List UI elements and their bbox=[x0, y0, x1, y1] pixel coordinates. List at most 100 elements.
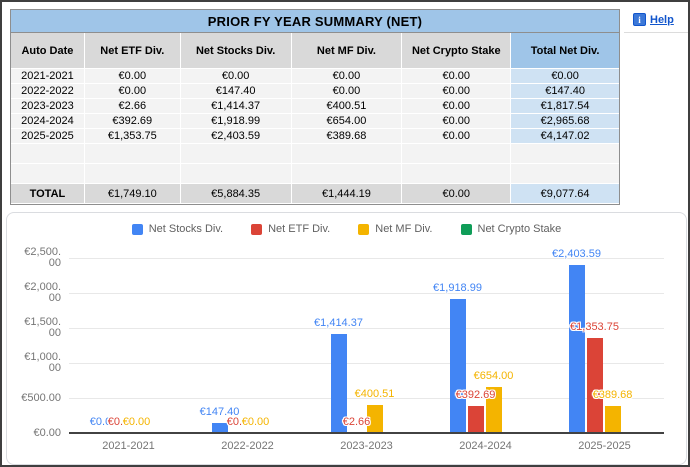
legend-swatch-icon bbox=[131, 223, 143, 235]
x-axis-tick-label: 2024-2024 bbox=[459, 440, 512, 452]
table-cell[interactable] bbox=[511, 144, 619, 164]
table-cell[interactable]: €0.00 bbox=[291, 84, 403, 99]
legend-label: Net ETF Div. bbox=[268, 223, 331, 235]
empty-row bbox=[11, 144, 619, 164]
legend-swatch-icon bbox=[251, 223, 263, 235]
table-cell[interactable]: 2023-2023 bbox=[11, 99, 85, 114]
table-cell[interactable]: TOTAL bbox=[11, 184, 85, 204]
column-header[interactable]: Net Crypto Stake bbox=[402, 33, 512, 69]
table-cell[interactable]: €147.40 bbox=[180, 84, 292, 99]
table-cell[interactable]: €0.00 bbox=[180, 69, 292, 84]
x-axis-tick-label: 2025-2025 bbox=[578, 440, 631, 452]
table-cell[interactable]: €0.00 bbox=[402, 84, 512, 99]
gridline bbox=[69, 293, 664, 294]
dividends-bar-chart[interactable]: Net Stocks Div. Net ETF Div. Net MF Div. Ne… bbox=[6, 212, 687, 465]
table-cell[interactable]: €0.00 bbox=[84, 84, 181, 99]
table-cell[interactable]: €0.00 bbox=[402, 99, 512, 114]
table-cell[interactable]: €1,444.19 bbox=[291, 184, 403, 204]
table-cell[interactable]: 2024-2024 bbox=[11, 114, 85, 129]
legend-label: Net Crypto Stake bbox=[477, 223, 562, 235]
table-row: 2023-2023 €2.66 €1,414.37 €400.51 €0.00 €1,81… bbox=[11, 99, 619, 114]
table-title-bar[interactable]: PRIOR FY YEAR SUMMARY (NET) bbox=[11, 10, 619, 33]
table-cell[interactable]: €2,403.59 bbox=[180, 129, 292, 144]
table-cell[interactable]: €9,077.64 bbox=[511, 184, 619, 204]
bar bbox=[449, 298, 466, 433]
bar bbox=[330, 334, 347, 433]
table-cell[interactable]: €0.00 bbox=[402, 184, 512, 204]
table-cell[interactable] bbox=[511, 164, 619, 184]
table-row: 2024-2024 €392.69 €1,918.99 €654.00 €0.00 €2,… bbox=[11, 114, 619, 129]
bar-value-label: €0.00 bbox=[122, 416, 151, 428]
table-cell[interactable] bbox=[402, 164, 512, 184]
table-body: 2021-2021 €0.00 €0.00 €0.00 €0.00 €0.00 2022-2… bbox=[11, 69, 619, 204]
gridline bbox=[69, 328, 664, 329]
column-header[interactable]: Total Net Div. bbox=[511, 33, 619, 69]
table-cell[interactable]: €654.00 bbox=[291, 114, 403, 129]
table-header-row: Auto Date Net ETF Div. Net Stocks Div. Net … bbox=[11, 33, 619, 69]
table-cell[interactable] bbox=[291, 144, 403, 164]
table-row: 2025-2025 €1,353.75 €2,403.59 €389.68 €0.00 €… bbox=[11, 129, 619, 144]
legend-item: Net ETF Div. bbox=[251, 223, 330, 235]
bar-value-label: €1,918.99 bbox=[433, 281, 482, 294]
table-cell[interactable] bbox=[402, 144, 512, 164]
bar-value-label: €1,353.75 bbox=[570, 321, 619, 334]
table-cell[interactable]: €1,414.37 bbox=[180, 99, 292, 114]
column-header[interactable]: Net Stocks Div. bbox=[180, 33, 292, 69]
table-cell[interactable]: €0.00 bbox=[402, 129, 512, 144]
table-cell[interactable]: €5,884.35 bbox=[180, 184, 292, 204]
table-cell[interactable]: €1,353.75 bbox=[84, 129, 181, 144]
legend-label: Net Stocks Div. bbox=[148, 223, 224, 235]
table-row: 2021-2021 €0.00 €0.00 €0.00 €0.00 €0.00 bbox=[11, 69, 619, 84]
table-cell[interactable] bbox=[84, 144, 181, 164]
table-cell[interactable] bbox=[11, 164, 85, 184]
table-cell[interactable]: €0.00 bbox=[291, 69, 403, 84]
table-cell[interactable]: €4,147.02 bbox=[511, 129, 619, 144]
help-link[interactable]: i Help bbox=[633, 13, 674, 26]
legend-item: Net Crypto Stake bbox=[460, 223, 562, 235]
y-axis-tick-label: €2,500. 00 bbox=[24, 246, 61, 269]
table-cell[interactable] bbox=[11, 144, 85, 164]
table-cell[interactable]: €0.00 bbox=[402, 114, 512, 129]
bar-value-label: €0.0 bbox=[226, 416, 249, 428]
table-cell[interactable]: €389.68 bbox=[291, 129, 403, 144]
table-cell[interactable]: €1,918.99 bbox=[180, 114, 292, 129]
freeze-divider bbox=[624, 32, 688, 33]
y-axis-tick-label: €1,000. 00 bbox=[24, 351, 61, 374]
column-header[interactable]: Net MF Div. bbox=[291, 33, 403, 69]
table-cell[interactable] bbox=[180, 164, 292, 184]
bar-value-label: €1,414.37 bbox=[314, 317, 363, 329]
bar-value-label: €147.40 bbox=[199, 405, 240, 418]
table-cell[interactable]: €1,749.10 bbox=[84, 184, 181, 204]
bar-value-label: €400.51 bbox=[354, 387, 395, 400]
gridline bbox=[69, 363, 664, 364]
table-cell[interactable]: €0.00 bbox=[402, 69, 512, 84]
column-header[interactable]: Net ETF Div. bbox=[84, 33, 181, 69]
column-header[interactable]: Auto Date bbox=[11, 33, 85, 69]
table-cell[interactable]: €392.69 bbox=[84, 114, 181, 129]
table-cell[interactable] bbox=[291, 164, 403, 184]
table-cell[interactable] bbox=[84, 164, 181, 184]
legend-swatch-icon bbox=[460, 223, 472, 235]
legend-item: Net MF Div. bbox=[358, 223, 433, 235]
table-cell[interactable]: €2.66 bbox=[84, 99, 181, 114]
bar-value-label: €392.69 bbox=[455, 388, 496, 401]
table-cell[interactable] bbox=[180, 144, 292, 164]
table-cell[interactable]: €400.51 bbox=[291, 99, 403, 114]
table-cell[interactable]: 2021-2021 bbox=[11, 69, 85, 84]
chart-legend: Net Stocks Div. Net ETF Div. Net MF Div. Ne… bbox=[7, 223, 686, 235]
table-cell[interactable]: €0.00 bbox=[511, 69, 619, 84]
table-cell[interactable]: €2,965.68 bbox=[511, 114, 619, 129]
table-cell[interactable]: €147.40 bbox=[511, 84, 619, 99]
table-row: 2022-2022 €0.00 €147.40 €0.00 €0.00 €147.40 bbox=[11, 84, 619, 99]
y-axis-tick-label: €1,500. 00 bbox=[24, 316, 61, 339]
total-row: TOTAL €1,749.10 €5,884.35 €1,444.19 €0.00 €9,… bbox=[11, 184, 619, 204]
table-cell[interactable]: 2022-2022 bbox=[11, 84, 85, 99]
x-axis-tick-label: 2022-2022 bbox=[221, 440, 274, 452]
bar-value-label: €0.00 bbox=[241, 416, 270, 428]
y-axis-tick-label: €0.00 bbox=[33, 426, 61, 439]
table-cell[interactable]: 2025-2025 bbox=[11, 129, 85, 144]
table-cell[interactable]: €1,817.54 bbox=[511, 99, 619, 114]
bar-value-label: €2,403.59 bbox=[552, 247, 601, 260]
y-axis-tick-label: €500.00 bbox=[21, 391, 61, 404]
table-cell[interactable]: €0.00 bbox=[84, 69, 181, 84]
